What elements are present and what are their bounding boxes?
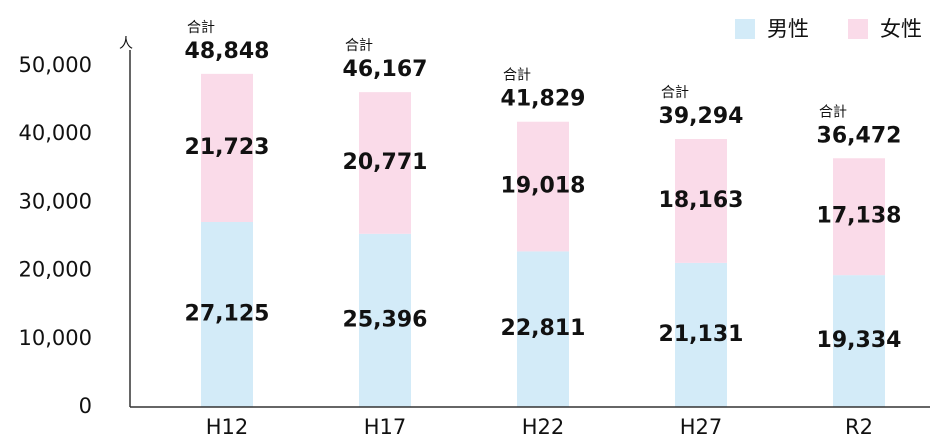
value-label: 27,125 xyxy=(185,302,270,327)
bar-segment xyxy=(201,73,253,223)
total-caption: 合計 xyxy=(819,104,847,120)
value-label: 25,396 xyxy=(343,307,428,332)
total-label: 36,472 xyxy=(817,123,902,148)
total-caption: 合計 xyxy=(503,68,531,84)
value-label: 22,811 xyxy=(501,316,586,341)
bar-segment xyxy=(201,222,253,407)
total-caption: 合計 xyxy=(661,85,689,101)
x-tick-label: H17 xyxy=(364,415,407,439)
bar-segment xyxy=(833,275,885,407)
bar-segment xyxy=(359,233,411,407)
bar-segment xyxy=(675,139,727,263)
y-unit: 人 xyxy=(119,36,133,52)
bar-segment xyxy=(517,251,569,407)
total-label: 48,848 xyxy=(185,39,270,64)
total-label: 41,829 xyxy=(501,87,586,112)
bar-segment xyxy=(675,262,727,407)
y-tick-label: 50,000 xyxy=(19,53,92,77)
value-label: 17,138 xyxy=(817,204,902,229)
y-tick-label: 30,000 xyxy=(19,189,92,213)
legend-label: 男性 xyxy=(767,17,809,41)
y-tick-label: 20,000 xyxy=(19,258,92,282)
value-label: 20,771 xyxy=(343,150,428,175)
y-tick-label: 40,000 xyxy=(19,121,92,145)
x-tick-label: H27 xyxy=(680,415,723,439)
bar-segment xyxy=(833,158,885,276)
value-label: 19,018 xyxy=(501,174,586,199)
value-label: 19,334 xyxy=(817,328,902,353)
legend-swatch xyxy=(735,19,755,39)
total-label: 46,167 xyxy=(343,57,428,82)
bar-segment xyxy=(359,92,411,234)
legend-swatch xyxy=(848,19,868,39)
total-label: 39,294 xyxy=(659,104,744,129)
y-tick-label: 10,000 xyxy=(19,326,92,350)
total-caption: 合計 xyxy=(345,38,373,54)
x-tick-label: R2 xyxy=(845,415,873,439)
value-label: 18,163 xyxy=(659,188,744,213)
legend-label: 女性 xyxy=(880,17,922,41)
value-label: 21,131 xyxy=(659,322,744,347)
value-label: 21,723 xyxy=(185,135,270,160)
x-tick-label: H12 xyxy=(206,415,249,439)
total-caption: 合計 xyxy=(187,20,215,36)
y-tick-label: 0 xyxy=(79,394,92,418)
x-tick-label: H22 xyxy=(522,415,565,439)
bar-segment xyxy=(517,121,569,252)
